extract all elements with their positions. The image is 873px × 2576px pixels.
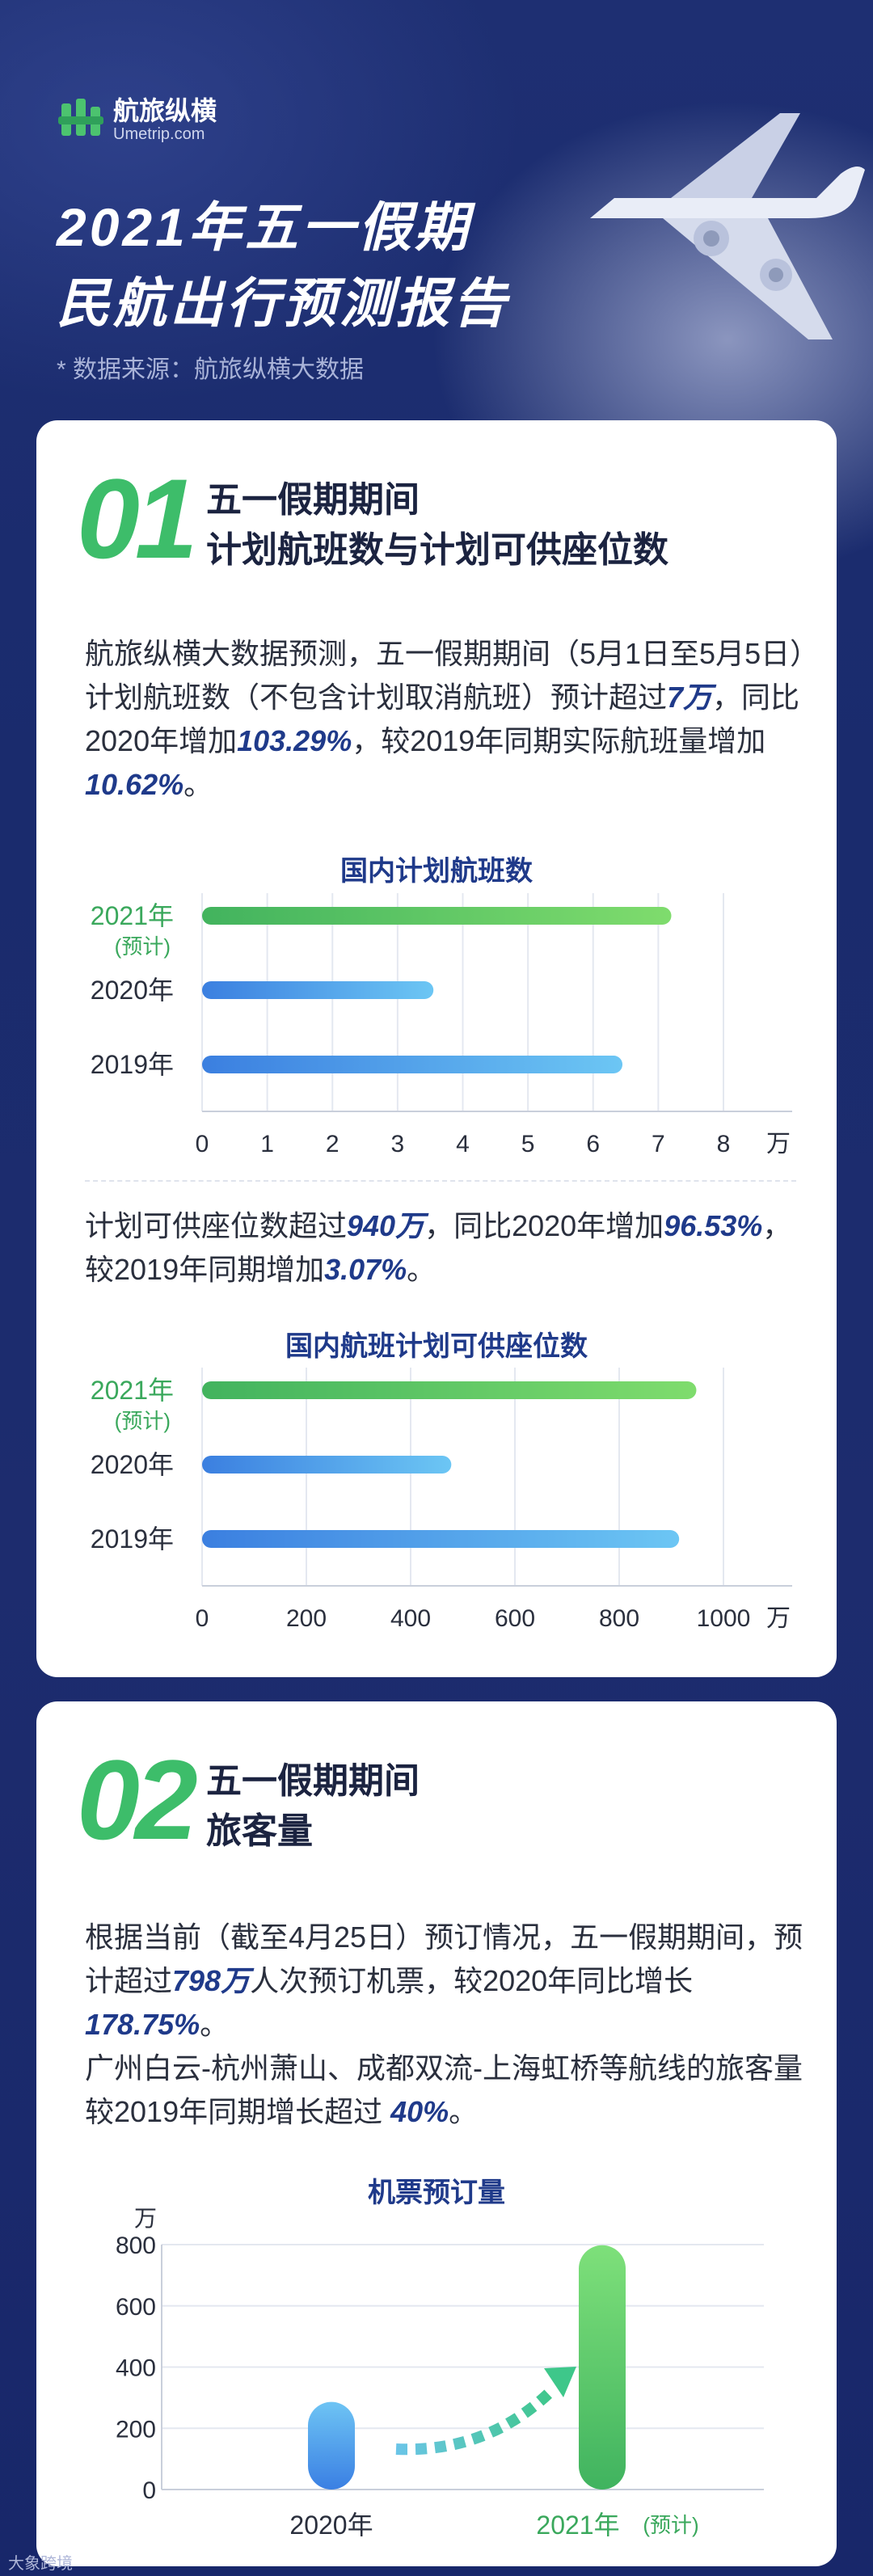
routes-paragraph: 广州白云-杭州萧山、成都双流-上海虹桥等航线的旅客量较2019年同期增长超过 4… (85, 2047, 812, 2134)
bar (202, 1530, 680, 1548)
section-number: 01 (77, 455, 198, 582)
highlight-value: 178.75% (85, 2008, 200, 2041)
category-label: 2021年 (536, 2511, 619, 2540)
logo-name: 航旅纵横 (113, 96, 217, 125)
category-sublabel: (预计) (115, 934, 171, 959)
highlight-value: 103.29% (237, 724, 352, 757)
tick-label: 2 (326, 1131, 340, 1157)
axis-unit: 万 (134, 2207, 157, 2231)
category-label: 2019年 (91, 1524, 174, 1554)
category-label: 2021年 (91, 901, 174, 930)
text-run: 。 (449, 2095, 479, 2128)
tick-label: 3 (391, 1131, 405, 1157)
section-card-flights: 01 五一假期期间 计划航班数与计划可供座位数 航旅纵横大数据预测，五一假期期间… (36, 420, 837, 1677)
text-run: 人次预订机票，较2020年同比增长 (250, 1964, 694, 1997)
bar (202, 1056, 623, 1073)
growth-arrow (395, 2384, 558, 2456)
tick-label: 4 (456, 1131, 470, 1157)
divider (85, 1180, 796, 1182)
chart-title: 国内计划航班数 (340, 856, 533, 887)
text-run: 。 (200, 2008, 230, 2041)
report-title-line2: 民航出行预测报告 (57, 273, 509, 333)
logo-url: Umetrip.com (113, 125, 205, 143)
tick-label: 0 (142, 2477, 156, 2504)
flights-bar-chart: 0 1 2 3 4 5 6 7 8 万 2021年 (预计) 2020年 2019年 (91, 893, 792, 1157)
tick-label: 6 (586, 1131, 600, 1157)
chart-title: 国内航班计划可供座位数 (285, 1331, 588, 1362)
category-label: 2020年 (289, 2511, 373, 2540)
text-run: 计划可供座位数超过 (85, 1209, 348, 1242)
bar (202, 1456, 452, 1474)
text-run: 广州白云-杭州萧山、成都双流-上海虹桥等航线的旅客量较2019年同期增长超过 (85, 2051, 803, 2128)
umetrip-logo-icon (58, 99, 103, 136)
section-title-line2: 旅客量 (206, 1811, 313, 1851)
highlight-value: 798万 (172, 1964, 251, 1997)
tick-label: 1000 (697, 1605, 751, 1632)
tick-label: 800 (599, 1605, 639, 1632)
tick-label: 8 (717, 1131, 731, 1157)
category-sublabel: (预计) (643, 2513, 698, 2537)
chart-title: 机票预订量 (368, 2178, 505, 2208)
passengers-paragraph: 根据当前（截至4月25日）预订情况，五一假期期间，预计超过798万人次预订机票，… (85, 1916, 812, 2047)
tick-label: 400 (116, 2355, 156, 2382)
seats-paragraph: 计划可供座位数超过940万，同比2020年增加96.53%，较2019年同期增加… (85, 1204, 812, 1292)
highlight-value: 40% (390, 2095, 449, 2128)
watermark: 大象跨境 (8, 2555, 73, 2573)
tick-label: 7 (652, 1131, 665, 1157)
text-run: ，较2019年同期实际航班量增加 (352, 724, 766, 757)
highlight-value: 96.53% (664, 1209, 763, 1242)
bar (202, 907, 672, 925)
tick-label: 1 (260, 1131, 274, 1157)
tick-label: 600 (495, 1605, 535, 1632)
axis-unit: 万 (766, 1131, 791, 1157)
airplane-illustration (590, 113, 865, 339)
category-label: 2020年 (91, 1450, 174, 1479)
highlight-value: 3.07% (324, 1253, 407, 1286)
highlight-value: 940万 (347, 1209, 425, 1242)
text-run: 航旅纵横大数据预测，五一假期期间（5月1日至5月5日）计划航班数（不包含计划取消… (85, 637, 805, 714)
logo: 航旅纵横 Umetrip.com (57, 95, 217, 144)
tick-label: 200 (116, 2416, 156, 2443)
data-source: * 数据来源：航旅纵横大数据 (57, 356, 365, 383)
section-card-passengers: 02 五一假期期间 旅客量 根据当前（截至4月25日）预订情况，五一假期期间，预… (36, 1701, 837, 2566)
tick-label: 800 (116, 2232, 156, 2259)
text-run: 。 (407, 1253, 436, 1286)
bar (308, 2401, 355, 2490)
flights-paragraph: 航旅纵横大数据预测，五一假期期间（5月1日至5月5日）计划航班数（不包含计划取消… (85, 632, 812, 807)
category-label: 2020年 (91, 976, 174, 1005)
report-title-line1: 2021年五一假期 (57, 197, 471, 257)
text-run: 根据当前（截至4月25日）预订情况，五一假期期间，预计超过 (85, 1920, 803, 1997)
bar (202, 1381, 697, 1399)
section-title-line1: 五一假期期间 (206, 1761, 420, 1801)
bookings-bar-chart: 万 0 200 400 600 800 2020年 2021年 (预计) (116, 2207, 764, 2540)
tick-label: 600 (116, 2294, 156, 2321)
tick-label: 0 (196, 1605, 209, 1632)
tick-label: 0 (196, 1131, 209, 1157)
text-run: ，较2019年同期增加 (85, 1209, 792, 1286)
tick-label: 200 (286, 1605, 327, 1632)
highlight-value: 7万 (667, 681, 713, 714)
highlight-value: 10.62% (85, 768, 184, 801)
growth-arrow-head (544, 2367, 576, 2397)
bar (202, 981, 434, 999)
tick-label: 400 (390, 1605, 431, 1632)
text-run: ，同比2020年增加 (424, 1209, 664, 1242)
category-label: 2021年 (91, 1376, 174, 1405)
section-number: 02 (77, 1736, 198, 1863)
category-label: 2019年 (91, 1050, 174, 1079)
section-title-line2: 计划航班数与计划可供座位数 (206, 530, 668, 570)
text-run: ，同比2020年增加 (85, 681, 800, 757)
axis-unit: 万 (766, 1605, 791, 1632)
section-title-line1: 五一假期期间 (206, 480, 420, 520)
text-run: 。 (183, 768, 213, 801)
seats-bar-chart: 0 200 400 600 800 1000 万 2021年 (预计) 2020年 2019年 (91, 1368, 792, 1632)
bar (579, 2245, 626, 2490)
category-sublabel: (预计) (115, 1409, 171, 1433)
tick-label: 5 (521, 1131, 535, 1157)
